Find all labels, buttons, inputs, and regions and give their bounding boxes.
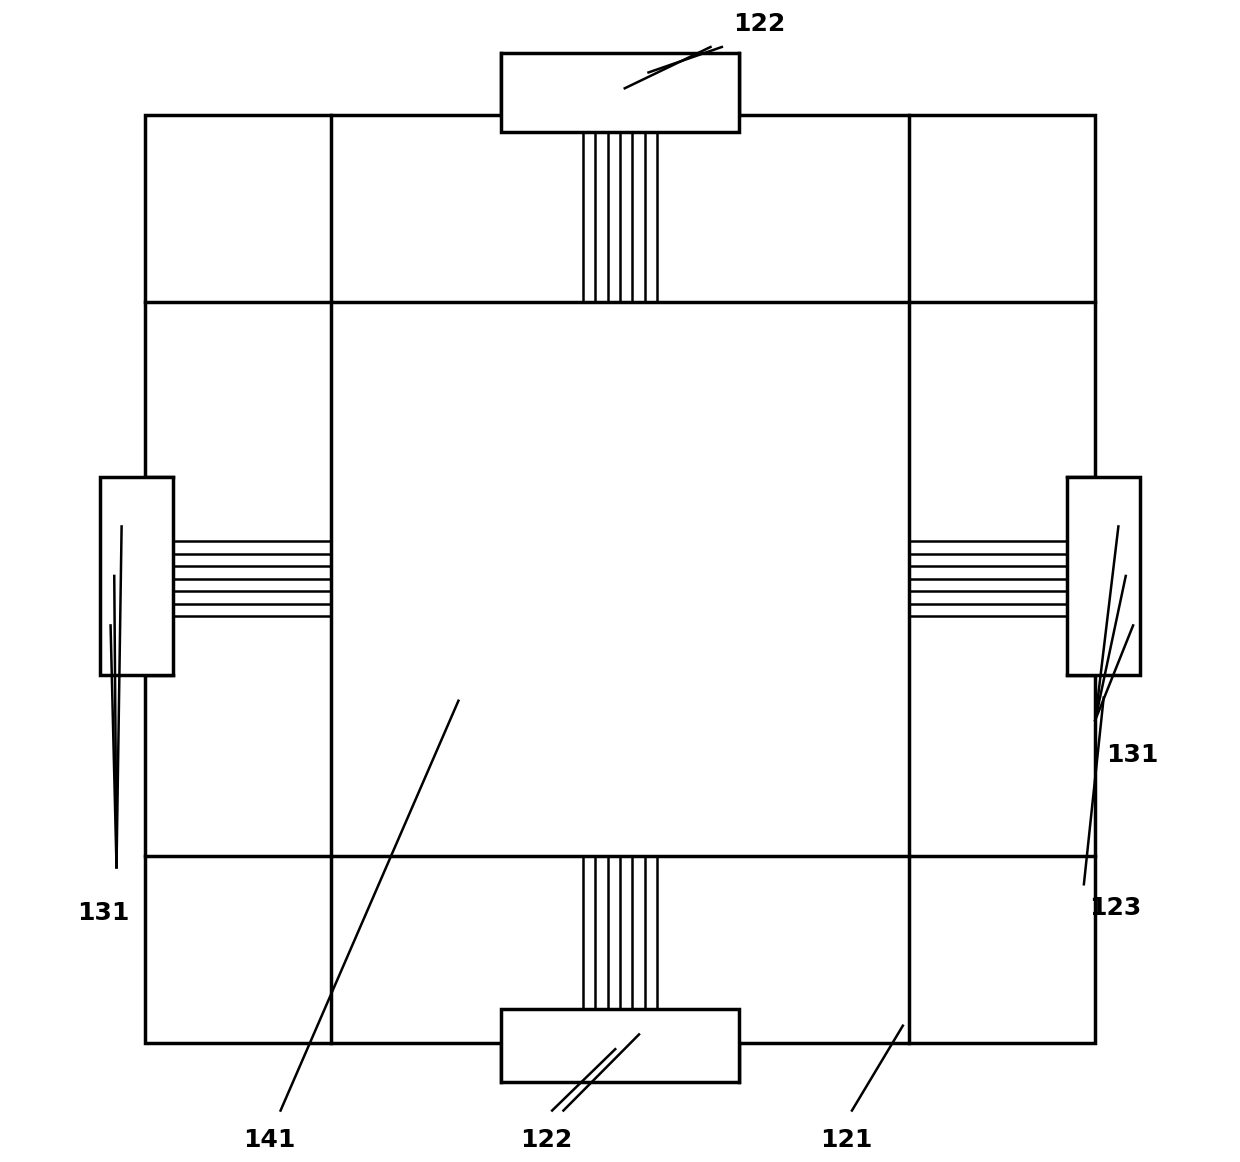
Text: 141: 141 bbox=[243, 1127, 295, 1152]
Text: 131: 131 bbox=[77, 902, 129, 925]
Bar bbox=[1066, 476, 1141, 675]
Text: 122: 122 bbox=[733, 12, 785, 36]
Text: 123: 123 bbox=[1090, 896, 1142, 919]
Bar bbox=[99, 476, 174, 675]
Bar bbox=[145, 115, 1095, 1042]
Text: 121: 121 bbox=[820, 1127, 873, 1152]
Bar bbox=[501, 1009, 739, 1082]
Bar bbox=[331, 302, 909, 856]
Bar bbox=[501, 52, 739, 131]
Text: 131: 131 bbox=[1106, 743, 1159, 767]
Text: 122: 122 bbox=[521, 1127, 573, 1152]
